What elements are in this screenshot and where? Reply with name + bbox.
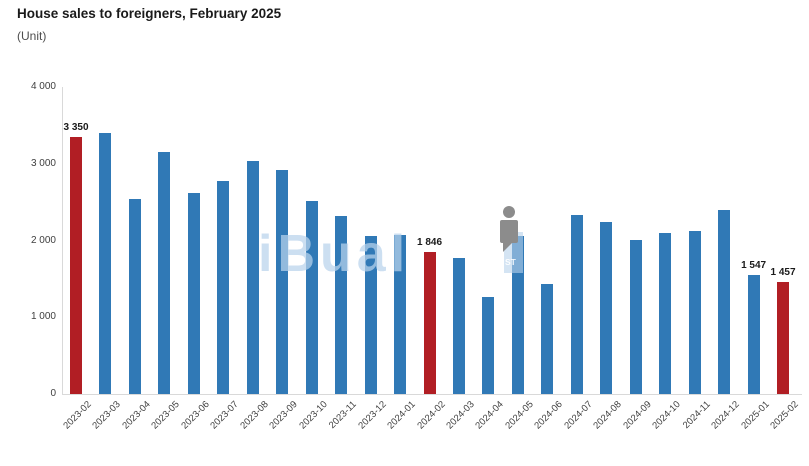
y-tick-label: 2 000 [30,234,56,246]
value-label-2025-01: 1 547 [741,260,767,272]
bar-2023-08 [246,160,259,394]
bar-2023-05 [158,152,171,394]
bar-2023-03 [99,133,112,394]
bar-2023-06 [187,192,200,394]
bar-2024-11 [688,230,701,394]
bar-2023-10 [305,200,318,394]
y-tick-label: 1 000 [30,311,56,323]
value-label-2023-02: 3 350 [63,121,89,133]
bar-2024-03 [452,258,465,394]
value-label-2024-02: 1 846 [417,237,443,249]
bar-2024-01 [394,235,407,394]
bar-2024-06 [541,284,554,394]
bar-2024-04 [482,297,495,394]
bar-2023-04 [128,199,141,394]
y-axis-line [62,87,63,394]
bar-2025-01 [747,275,760,394]
bar-2023-09 [276,169,289,394]
chart-subtitle: (Unit) [17,29,47,43]
y-tick-label: 0 [50,388,56,399]
value-label-2025-02: 1 457 [770,267,796,279]
bar-2023-11 [335,215,348,394]
y-tick-label: 4 000 [30,81,56,92]
bar-2023-02 [70,136,82,394]
bar-2024-12 [718,209,731,394]
bar-2023-07 [217,180,230,394]
y-tick-label: 3 000 [30,157,56,169]
bar-2024-05 [511,235,524,394]
bar-2023-12 [364,235,377,394]
bar-2024-10 [659,232,672,394]
bar-2025-02 [777,282,790,394]
bar-2024-02 [423,252,436,394]
chart-title: House sales to foreigners, February 2025 [17,6,282,21]
bar-2024-09 [629,239,642,394]
bar-2024-08 [600,222,613,394]
x-axis-line [62,394,802,395]
bar-2024-07 [570,215,583,394]
